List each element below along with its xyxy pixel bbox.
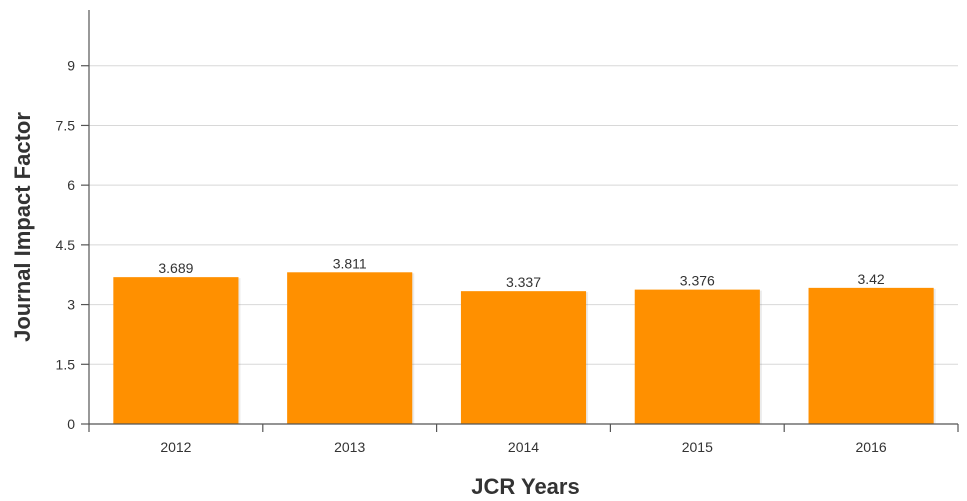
x-tick-label: 2013: [334, 439, 365, 455]
data-label-2012: 3.689: [158, 260, 193, 276]
y-tick-label: 4.5: [56, 237, 76, 253]
bars: [113, 272, 936, 424]
x-tick-label: 2012: [160, 439, 191, 455]
y-ticks: 0 1.5 3 4.5 6 7.5 9: [56, 58, 89, 432]
bar-2016: [808, 287, 934, 424]
data-label-2015: 3.376: [680, 273, 715, 289]
data-label-2014: 3.337: [506, 274, 541, 290]
data-label-2013: 3.811: [333, 255, 367, 271]
bar-2015: [634, 289, 760, 424]
x-tick-label: 2015: [682, 439, 713, 455]
y-axis-title: Journal Impact Factor: [10, 112, 35, 342]
x-tick-label: 2016: [856, 439, 887, 455]
y-tick-label: 7.5: [56, 117, 76, 133]
y-tick-label: 1.5: [56, 356, 76, 372]
x-axis-title: JCR Years: [471, 474, 579, 499]
bar-2013: [287, 272, 413, 424]
bar-2012: [113, 277, 239, 424]
bar-2014: [460, 291, 587, 424]
data-label-2016: 3.42: [857, 271, 884, 287]
y-tick-label: 9: [67, 58, 75, 74]
x-ticks: 2012 2013 2014 2015 2016: [88, 424, 959, 455]
x-tick-label: 2014: [508, 439, 539, 455]
y-tick-label: 3: [67, 297, 75, 313]
data-labels: 3.689 3.811 3.337 3.376 3.42: [158, 255, 885, 290]
y-tick-label: 0: [67, 416, 75, 432]
y-tick-label: 6: [67, 177, 75, 193]
